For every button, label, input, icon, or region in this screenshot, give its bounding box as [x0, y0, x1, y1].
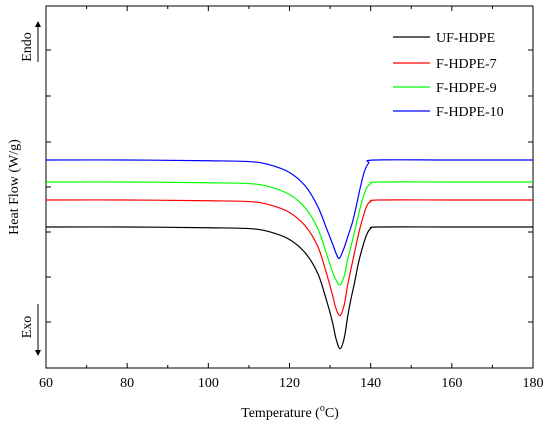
x-axis-label-end: C) — [325, 406, 339, 421]
series-line-f-hdpe-10 — [45, 159, 533, 260]
series-layer — [45, 159, 534, 350]
x-tick-label: 140 — [360, 376, 381, 391]
endo-label: Endo — [20, 32, 35, 62]
x-axis-label-main: Temperature ( — [241, 406, 320, 421]
x-tick-label: 60 — [39, 376, 53, 391]
legend-label-uf-hdpe: UF-HDPE — [436, 31, 495, 46]
x-axis-label: Temperature (oC) — [241, 403, 339, 421]
y-axis-label: Heat Flow (W/g) — [7, 139, 22, 235]
x-tick-label: 120 — [279, 376, 300, 391]
x-tick-label: 80 — [120, 376, 134, 391]
x-tick-label: 180 — [523, 376, 544, 391]
exo-label: Exo — [20, 316, 35, 339]
legend-label-f-hdpe-7: F-HDPE-7 — [436, 57, 497, 72]
legend: UF-HDPE F-HDPE-7 F-HDPE-9 F-HDPE-10 — [393, 31, 504, 120]
series-line-f-hdpe-9 — [45, 181, 534, 286]
x-axis-label-sup: o — [320, 403, 325, 414]
x-tick-label: 160 — [441, 376, 462, 391]
x-tick-label: 100 — [198, 376, 219, 391]
tick-layer: 60 80 100 120 140 160 180 — [39, 6, 544, 391]
legend-label-f-hdpe-9: F-HDPE-9 — [436, 81, 497, 96]
series-line-uf-hdpe — [45, 226, 533, 350]
series-line-f-hdpe-7 — [45, 199, 533, 317]
legend-label-f-hdpe-10: F-HDPE-10 — [436, 105, 504, 120]
